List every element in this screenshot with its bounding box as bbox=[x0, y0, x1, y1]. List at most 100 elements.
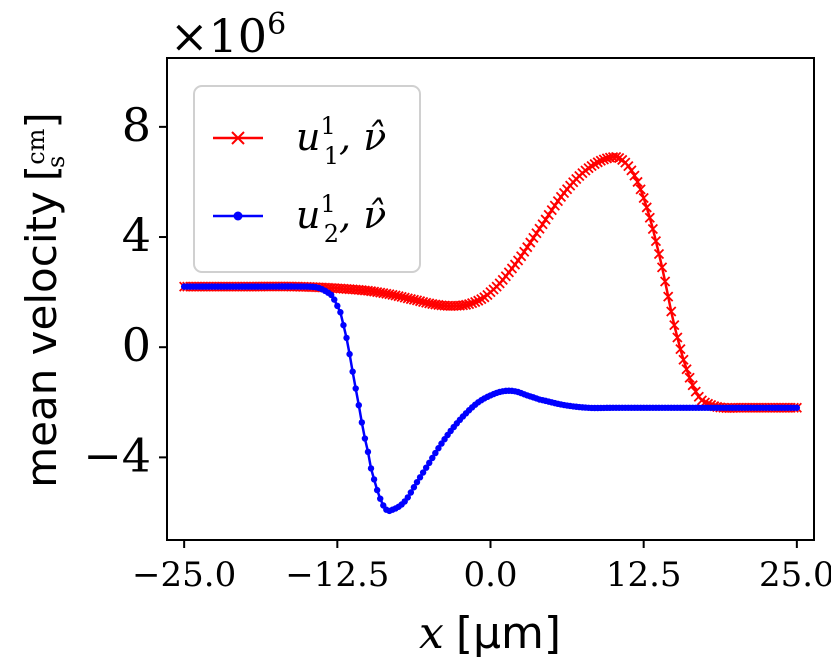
data-point bbox=[470, 296, 481, 308]
legend-label: u1 1, ν̂ bbox=[296, 112, 386, 170]
data-point bbox=[328, 291, 335, 299]
x-tick-label: 25.0 bbox=[759, 555, 831, 595]
data-point bbox=[537, 219, 548, 230]
data-point bbox=[410, 484, 418, 491]
data-point bbox=[358, 419, 366, 426]
data-point bbox=[373, 486, 381, 494]
series-2 bbox=[180, 283, 801, 515]
data-point bbox=[644, 212, 655, 223]
legend-entry-2: u1 2, ν̂ bbox=[213, 190, 386, 248]
series-line bbox=[184, 285, 797, 513]
multiplier-exponent: 6 bbox=[267, 7, 286, 42]
data-point bbox=[641, 202, 652, 213]
data-point bbox=[432, 449, 439, 457]
data-point bbox=[411, 295, 423, 306]
data-point bbox=[343, 334, 350, 342]
data-point bbox=[549, 200, 560, 211]
data-point bbox=[460, 299, 472, 310]
data-point bbox=[534, 223, 545, 234]
series-layer bbox=[179, 151, 802, 515]
data-point bbox=[543, 209, 554, 220]
data-point bbox=[595, 155, 606, 166]
data-point bbox=[414, 296, 426, 307]
data-point bbox=[407, 489, 415, 496]
x-ticks: −25.0 −12.5 0.0 12.5 25.0 bbox=[132, 540, 831, 595]
data-point bbox=[334, 302, 341, 310]
data-point bbox=[331, 296, 338, 303]
legend-entries: u1 1, ν̂ u1 2, ν̂ bbox=[213, 112, 386, 248]
data-point bbox=[367, 465, 375, 472]
data-point bbox=[417, 296, 429, 308]
data-point bbox=[422, 464, 430, 471]
data-point bbox=[675, 343, 686, 355]
data-point bbox=[629, 170, 640, 181]
y-tick-label: 4 bbox=[122, 208, 151, 262]
y-tick-label: 8 bbox=[122, 98, 151, 152]
data-point bbox=[546, 205, 557, 216]
data-point bbox=[419, 469, 427, 476]
data-point bbox=[690, 386, 701, 397]
data-point bbox=[340, 321, 347, 329]
data-point bbox=[687, 380, 698, 391]
x-tick-label: 0.0 bbox=[463, 555, 517, 595]
data-point bbox=[349, 368, 356, 375]
x-axis-var: x bbox=[419, 608, 444, 659]
multiplier-base: ×10 bbox=[170, 9, 267, 63]
y-axis-label-text: mean velocity bbox=[17, 191, 66, 488]
legend-box bbox=[193, 85, 421, 273]
axis-multiplier: ×106 bbox=[170, 7, 286, 63]
data-point bbox=[377, 495, 384, 502]
data-point bbox=[653, 248, 665, 260]
data-point bbox=[638, 192, 649, 204]
data-point bbox=[413, 478, 421, 486]
x-axis-unit: [μm] bbox=[456, 608, 561, 659]
data-point bbox=[669, 320, 680, 331]
x-tick-label: −12.5 bbox=[285, 555, 389, 595]
data-point bbox=[684, 372, 695, 383]
data-point bbox=[416, 474, 424, 481]
legend-entry-1: u1 1, ν̂ bbox=[213, 112, 386, 170]
data-point bbox=[352, 385, 359, 392]
data-point bbox=[632, 176, 643, 188]
data-point bbox=[466, 297, 478, 309]
data-point bbox=[681, 364, 692, 375]
data-point bbox=[515, 251, 527, 262]
legend: u1 1, ν̂ u1 2, ν̂ bbox=[193, 85, 421, 273]
y-axis-label: mean velocity[cm] bbox=[17, 112, 66, 488]
data-point bbox=[361, 435, 369, 442]
x-axis-label: x [μm] bbox=[419, 608, 561, 659]
x-tick-label: 12.5 bbox=[606, 555, 682, 595]
y-axis-unit-denominator: s bbox=[42, 156, 70, 168]
data-point bbox=[396, 291, 407, 303]
y-axis-unit-numerator: cm bbox=[22, 128, 50, 164]
data-point bbox=[429, 454, 436, 462]
data-point bbox=[473, 295, 484, 306]
y-tick-label: −4 bbox=[83, 428, 151, 482]
data-point bbox=[656, 262, 668, 273]
data-point bbox=[522, 242, 533, 253]
data-point bbox=[666, 306, 677, 317]
y-tick-label: 0 bbox=[122, 318, 151, 372]
data-point bbox=[635, 184, 646, 195]
data-point bbox=[678, 354, 689, 365]
data-point bbox=[659, 276, 671, 287]
legend-marker bbox=[231, 131, 245, 145]
data-point bbox=[364, 448, 372, 456]
data-point bbox=[370, 476, 378, 483]
data-point bbox=[672, 332, 683, 343]
data-point bbox=[435, 445, 442, 452]
data-point bbox=[626, 165, 637, 176]
data-point bbox=[525, 237, 536, 248]
legend-label: u1 2, ν̂ bbox=[296, 190, 386, 248]
data-point bbox=[663, 291, 674, 302]
data-point bbox=[598, 154, 609, 165]
data-point bbox=[647, 223, 658, 235]
data-point bbox=[650, 236, 662, 247]
y-ticks: 8 4 0 −4 bbox=[83, 98, 167, 482]
data-point bbox=[346, 350, 353, 358]
data-point bbox=[519, 246, 530, 257]
data-point bbox=[463, 298, 475, 310]
data-point bbox=[528, 232, 539, 244]
data-point bbox=[399, 292, 410, 303]
